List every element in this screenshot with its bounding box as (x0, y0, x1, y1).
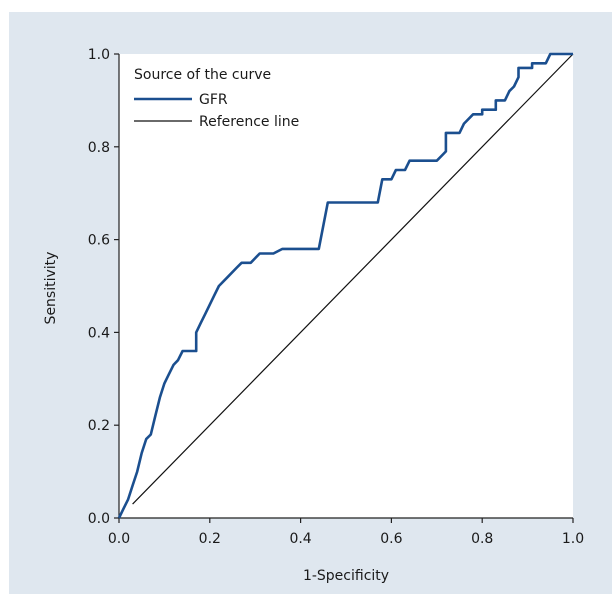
legend-label-gfr: GFR (199, 92, 228, 108)
x-axis-ticks: 0.0 0.2 0.4 0.6 0.8 1.0 (108, 518, 584, 547)
reference-line-series (132, 53, 574, 505)
y-tick-label: 0.6 (88, 233, 110, 249)
y-axis-ticks: 0.0 0.2 0.4 0.6 0.8 1.0 (88, 47, 119, 527)
y-tick-label: 1.0 (88, 47, 110, 63)
y-tick-label: 0.2 (88, 418, 110, 434)
chart-legend: Source of the curve GFR Reference line (134, 67, 299, 130)
x-tick-label: 0.2 (199, 531, 221, 547)
x-tick-label: 0.4 (289, 531, 311, 547)
x-tick-label: 0.6 (380, 531, 402, 547)
gfr-curve-series (117, 52, 573, 519)
y-tick-label: 0.4 (88, 325, 110, 341)
roc-chart: 0.0 0.2 0.4 0.6 0.8 1.0 0.0 0.2 0.4 0.6 0.8 1.0 So… (43, 47, 584, 584)
figure-panel: 0.0 0.2 0.4 0.6 0.8 1.0 0.0 0.2 0.4 0.6 0.8 1.0 So… (9, 12, 612, 594)
y-tick-label: 0.8 (88, 140, 110, 156)
x-tick-label: 1.0 (562, 531, 584, 547)
x-tick-label: 0.8 (471, 531, 493, 547)
legend-label-reference-line: Reference line (199, 114, 299, 130)
y-axis-title: Sensitivity (43, 252, 59, 325)
y-tick-label: 0.0 (88, 511, 110, 527)
x-tick-label: 0.0 (108, 531, 130, 547)
legend-title: Source of the curve (134, 67, 271, 83)
x-axis-title: 1-Specificity (303, 568, 389, 584)
